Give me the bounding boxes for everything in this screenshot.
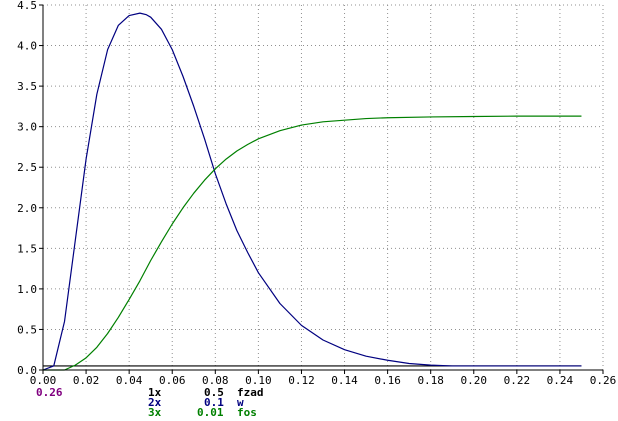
cursor-value: 0.26 — [36, 386, 63, 399]
y-tick-labels: 0.0 0.5 1.0 1.5 2.0 2.5 3.0 3.5 4.0 4.5 — [17, 0, 37, 377]
x-tick-label: 0.10 — [245, 374, 272, 387]
x-tick-label: 0.14 — [331, 374, 358, 387]
legend-index-fos: 3x — [148, 406, 162, 419]
x-tick-label: 0.08 — [202, 374, 229, 387]
x-tick-label: 0.00 — [30, 374, 57, 387]
x-tick-label: 0.16 — [374, 374, 401, 387]
y-tick-label: 0.0 — [17, 364, 37, 377]
axes — [39, 4, 604, 374]
y-tick-label: 1.5 — [17, 242, 37, 255]
series-line-fos — [43, 115, 582, 371]
x-tick-label: 0.24 — [547, 374, 574, 387]
legend: 0.26 1x 0.5 fzad 2x 0.1 w 3x 0.01 fos — [36, 386, 264, 419]
legend-scale-w: 0.1 — [204, 396, 224, 409]
y-tick-label: 4.0 — [17, 40, 37, 53]
y-tick-label: 4.5 — [17, 0, 37, 12]
x-tick-labels: 0.00 0.02 0.04 0.06 0.08 0.10 0.12 0.14 0.16 0.18… — [30, 374, 617, 387]
legend-name-fzad: fzad — [237, 386, 264, 399]
y-tick-label: 3.5 — [17, 80, 37, 93]
grid — [42, 4, 604, 371]
x-tick-label: 0.06 — [159, 374, 186, 387]
y-tick-label: 2.5 — [17, 161, 37, 174]
series-layer — [42, 12, 582, 371]
series-line-w — [42, 12, 582, 371]
legend-scale-fzad: 0.5 — [204, 386, 224, 399]
legend-index-fzad: 1x — [148, 386, 162, 399]
x-tick-label: 0.26 — [590, 374, 617, 387]
y-tick-label: 2.0 — [17, 202, 37, 215]
legend-index-w: 2x — [148, 396, 162, 409]
y-tick-label: 1.0 — [17, 283, 37, 296]
x-tick-label: 0.04 — [116, 374, 143, 387]
y-tick-label: 0.5 — [17, 323, 37, 336]
x-tick-label: 0.12 — [288, 374, 315, 387]
x-tick-label: 0.02 — [73, 374, 100, 387]
x-tick-label: 0.20 — [461, 374, 488, 387]
legend-name-w: w — [237, 396, 244, 409]
x-tick-label: 0.22 — [504, 374, 531, 387]
x-tick-label: 0.18 — [417, 374, 444, 387]
legend-scale-fos: 0.01 — [197, 406, 224, 419]
y-tick-label: 3.0 — [17, 121, 37, 134]
legend-name-fos: fos — [237, 406, 257, 419]
